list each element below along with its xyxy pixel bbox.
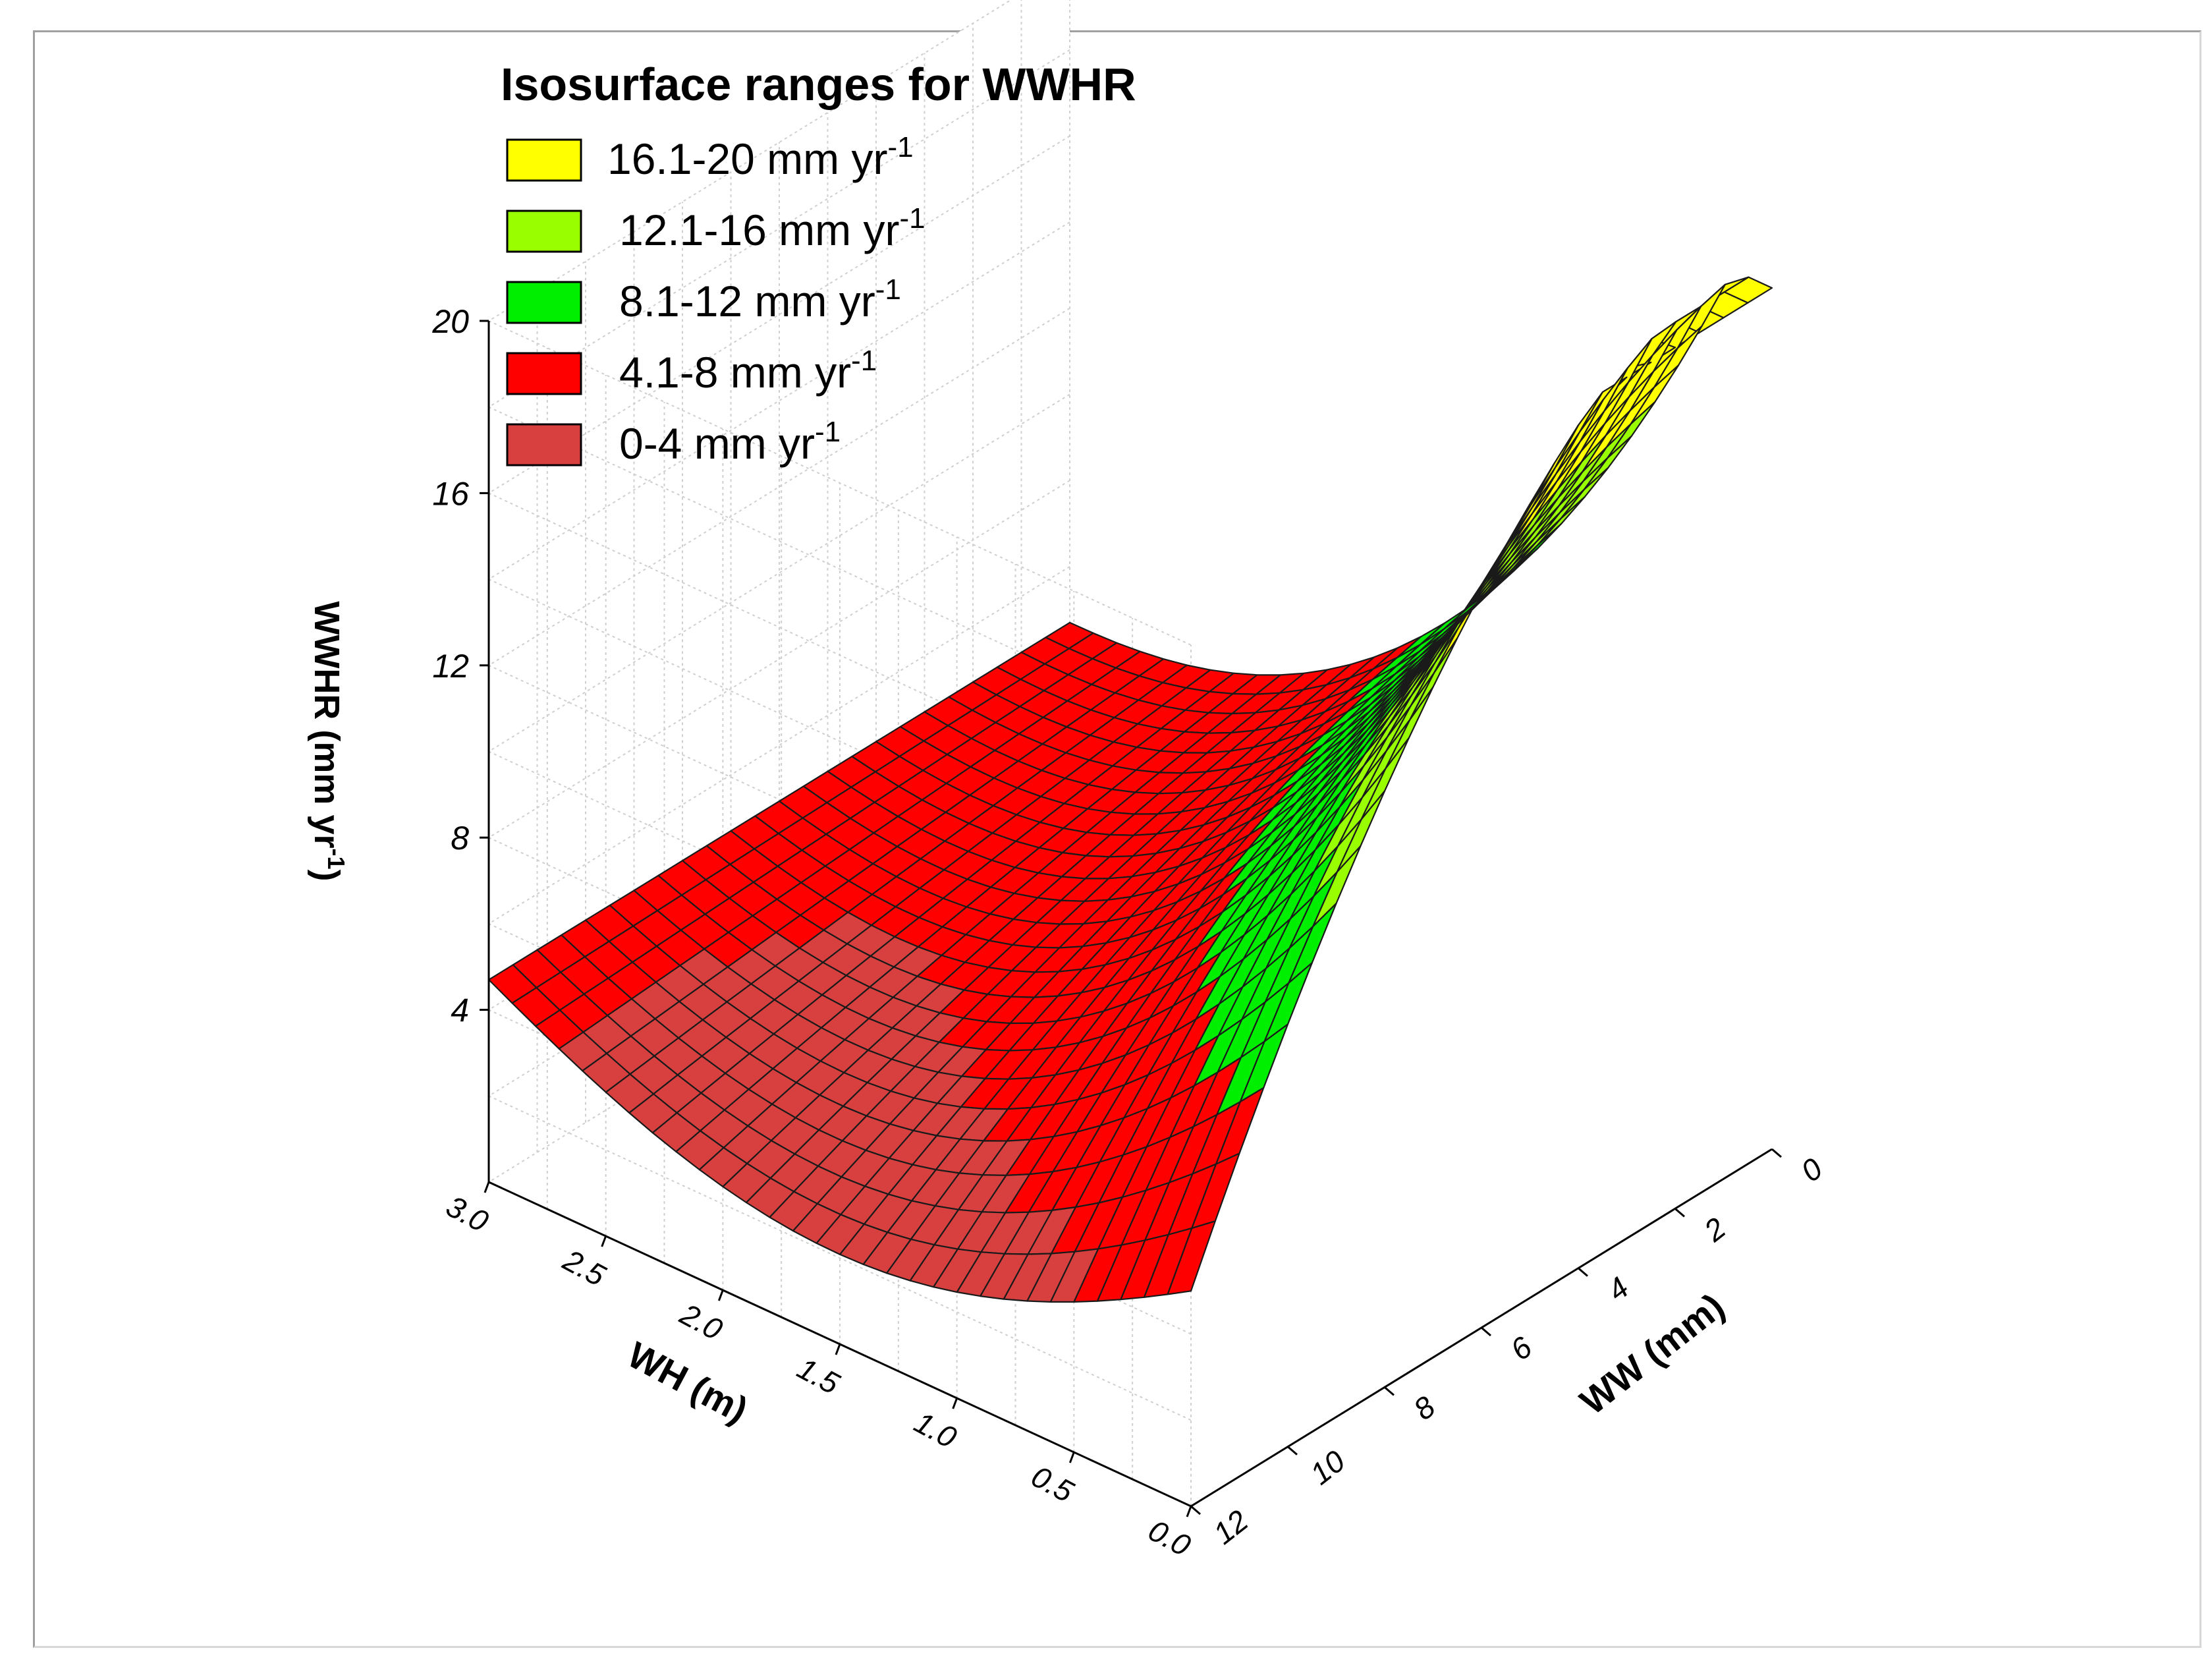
ww-tick-label: 10 bbox=[1304, 1444, 1352, 1492]
z-tick-label: 16 bbox=[432, 475, 469, 512]
ww-axis-label: WW (mm) bbox=[1572, 1285, 1732, 1423]
ww-tick-label: 12 bbox=[1207, 1503, 1254, 1550]
ww-tick bbox=[1287, 1446, 1298, 1456]
wh-tick bbox=[952, 1398, 958, 1409]
z-tick-label: 12 bbox=[432, 648, 469, 685]
wh-tick-label: 0.5 bbox=[1026, 1459, 1079, 1509]
response-surface bbox=[487, 276, 1773, 1303]
legend-label: 12.1-16 mm yr-1 bbox=[619, 202, 926, 254]
wh-tick-label: 0.0 bbox=[1143, 1513, 1196, 1563]
legend-swatch bbox=[506, 423, 582, 467]
wh-tick-label: 1.5 bbox=[792, 1351, 845, 1401]
chart-frame bbox=[33, 30, 2201, 1648]
legend-label: 4.1-8 mm yr-1 bbox=[619, 345, 877, 397]
ww-tick bbox=[1481, 1326, 1491, 1337]
wh-tick bbox=[835, 1344, 841, 1355]
ww-tick-label: 4 bbox=[1601, 1270, 1635, 1308]
legend-label: 0-4 mm yr-1 bbox=[619, 416, 841, 468]
wh-tick-label: 3.0 bbox=[441, 1189, 494, 1239]
z-tick-label: 20 bbox=[431, 303, 469, 340]
legend-swatch bbox=[506, 352, 582, 395]
wh-tick-label: 2.0 bbox=[675, 1296, 729, 1347]
wh-tick bbox=[484, 1181, 490, 1193]
legend-swatch bbox=[506, 138, 582, 182]
wh-tick bbox=[1068, 1452, 1075, 1463]
wh-tick bbox=[1186, 1506, 1192, 1517]
ww-tick bbox=[1578, 1267, 1588, 1277]
ww-tick-label: 6 bbox=[1504, 1330, 1539, 1367]
legend-swatch bbox=[506, 210, 582, 253]
legend: Isosurface ranges for WWHR 16.1-20 mm yr… bbox=[501, 59, 1136, 468]
surface-cell bbox=[487, 964, 538, 1004]
wh-axis-label: WH (m) bbox=[621, 1334, 755, 1431]
legend-label: 8.1-12 mm yr-1 bbox=[619, 273, 901, 325]
wh-tick bbox=[717, 1289, 724, 1301]
z-tick-label: 4 bbox=[451, 992, 469, 1029]
ww-tick bbox=[1384, 1386, 1395, 1396]
legend-label: 16.1-20 mm yr-1 bbox=[607, 131, 914, 183]
ww-tick bbox=[1190, 1505, 1201, 1515]
legend-title: Isosurface ranges for WWHR bbox=[501, 59, 1136, 110]
ww-tick bbox=[1674, 1208, 1685, 1218]
wh-tick-label: 1.0 bbox=[909, 1405, 962, 1455]
ww-tick-label: 0 bbox=[1794, 1151, 1829, 1189]
z-tick-label: 8 bbox=[451, 820, 469, 857]
legend-swatch bbox=[506, 281, 582, 324]
wh-tick bbox=[601, 1235, 607, 1247]
ww-tick-label: 2 bbox=[1697, 1210, 1732, 1248]
ww-tick bbox=[1771, 1148, 1782, 1158]
wh-tick-label: 2.5 bbox=[557, 1242, 611, 1293]
ww-tick-label: 8 bbox=[1407, 1389, 1442, 1427]
z-axis-label: WWHR (mm yr-1) bbox=[307, 602, 350, 882]
